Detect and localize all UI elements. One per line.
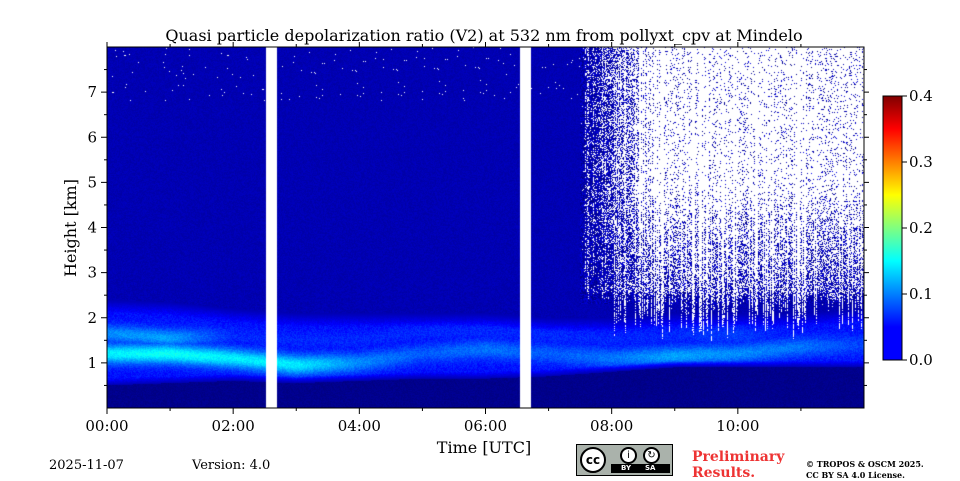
y-tick-label: 4 <box>87 219 97 237</box>
copyright-notice: © TROPOS & OSCM 2025. CC BY SA 4.0 Licen… <box>806 459 924 481</box>
x-tick-label: 00:00 <box>85 417 128 435</box>
preliminary-line-2: Results. <box>692 465 756 481</box>
x-tick-label: 04:00 <box>338 417 381 435</box>
y-tick-label: 2 <box>87 309 97 327</box>
y-axis-title: Height [km] <box>61 179 80 277</box>
colorbar-tick-label: 0.2 <box>909 219 933 237</box>
depolarization-heatmap <box>107 47 864 408</box>
chart-title: Quasi particle depolarization ratio (V2)… <box>165 26 802 45</box>
x-tick-label: 02:00 <box>212 417 255 435</box>
x-axis: 00:00 02:00 04:00 06:00 08:00 10:00 <box>85 42 802 435</box>
x-axis-title: Time [UTC] <box>437 438 531 457</box>
colorbar-ticks: 0.0 0.1 0.2 0.3 0.4 <box>902 87 933 369</box>
x-tick-label: 08:00 <box>590 417 633 435</box>
sa-label: SA <box>645 464 656 472</box>
cc-icon: cc <box>580 447 606 473</box>
colorbar-tick-label: 0.3 <box>909 153 933 171</box>
by-label: BY <box>621 464 632 472</box>
preliminary-label: Preliminary Results. <box>692 449 784 481</box>
attribution-icon: i <box>620 447 637 464</box>
colorbar <box>882 95 903 361</box>
colorbar-tick-label: 0.1 <box>909 285 933 303</box>
y-tick-label: 1 <box>87 354 97 372</box>
y-axis: 1 2 3 4 5 6 7 <box>87 69 869 386</box>
preliminary-line-1: Preliminary <box>692 449 785 465</box>
colorbar-tick-label: 0.4 <box>909 87 933 105</box>
y-tick-label: 5 <box>87 173 97 191</box>
copyright-line-1: © TROPOS & OSCM 2025. <box>806 459 924 469</box>
license-strip: BY SA <box>611 464 670 473</box>
footer-version: Version: 4.0 <box>192 458 271 473</box>
copyright-line-2: CC BY SA 4.0 License. <box>806 470 905 480</box>
share-alike-icon: ↻ <box>643 447 660 464</box>
footer-date: 2025-11-07 <box>49 458 124 473</box>
y-tick-label: 6 <box>87 128 97 146</box>
y-tick-label: 7 <box>87 83 97 101</box>
y-tick-label: 3 <box>87 264 97 282</box>
cc-license-badge: cc i ↻ BY SA <box>576 444 673 476</box>
x-tick-label: 10:00 <box>716 417 759 435</box>
x-tick-label: 06:00 <box>464 417 507 435</box>
colorbar-tick-label: 0.0 <box>909 351 933 369</box>
